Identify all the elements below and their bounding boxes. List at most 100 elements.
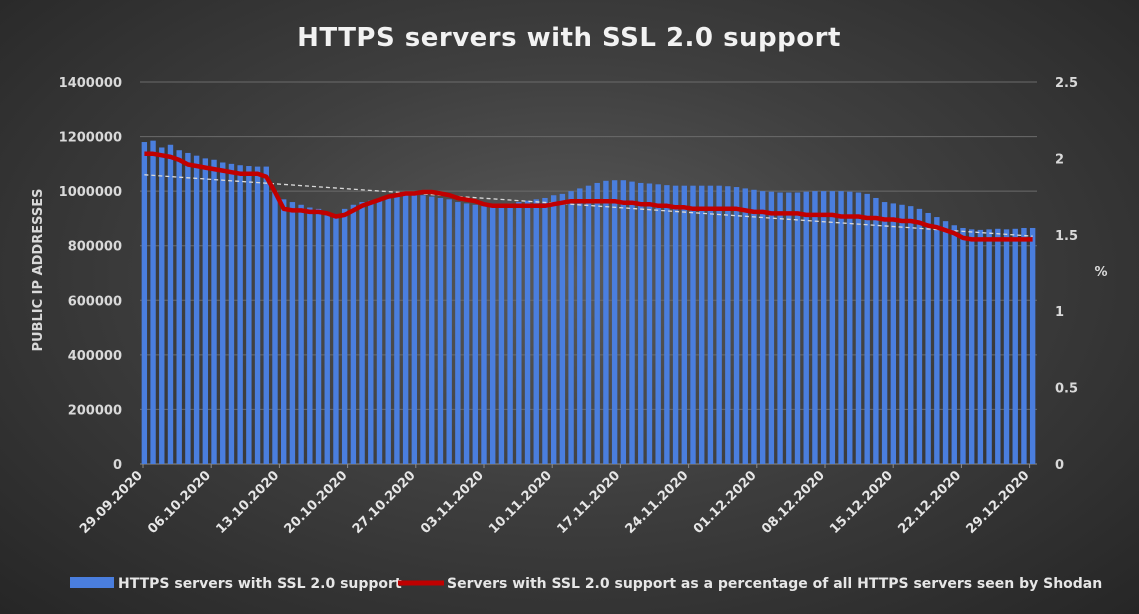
bar xyxy=(655,184,661,465)
y2-tick-label: 2.5 xyxy=(1055,76,1078,91)
bar xyxy=(446,199,452,465)
bar xyxy=(1012,228,1018,464)
bar xyxy=(211,159,217,464)
bar xyxy=(977,229,984,464)
bar xyxy=(925,212,931,464)
bar xyxy=(742,188,748,464)
y-tick-label: 1200000 xyxy=(59,131,122,146)
bar xyxy=(699,185,705,464)
bar xyxy=(246,166,252,465)
bar xyxy=(672,185,679,464)
bar xyxy=(350,204,357,465)
bar xyxy=(934,217,940,464)
bar xyxy=(324,212,330,464)
bar xyxy=(455,202,461,465)
chart-title: HTTPS servers with SSL 2.0 support xyxy=(297,23,841,53)
bar xyxy=(254,166,261,465)
bar xyxy=(638,182,644,464)
bar xyxy=(420,195,426,464)
bar xyxy=(681,185,687,464)
bar xyxy=(516,202,522,465)
bar xyxy=(585,185,592,464)
y2-tick-label: 2 xyxy=(1055,152,1064,167)
bar xyxy=(359,202,365,465)
bar xyxy=(995,228,1001,464)
bar xyxy=(498,204,505,465)
bar xyxy=(733,187,740,465)
bar xyxy=(725,186,731,464)
trend-line xyxy=(144,174,1033,237)
y2-tick-label: 1.5 xyxy=(1055,229,1078,244)
x-tick-label: 10.11.2020 xyxy=(486,468,555,537)
bar xyxy=(707,185,714,464)
bar xyxy=(690,185,696,464)
bar xyxy=(176,150,182,464)
x-axis: 29.09.2020 06.10.2020 13.10.2020 20.10.2020… xyxy=(77,464,1032,537)
bar xyxy=(829,191,836,464)
bar xyxy=(542,197,548,464)
bar xyxy=(855,192,862,464)
bar xyxy=(611,180,618,464)
x-tick-label: 15.12.2020 xyxy=(827,468,896,537)
bar xyxy=(786,192,792,464)
bar xyxy=(159,147,165,464)
bar xyxy=(986,229,992,464)
bar xyxy=(916,208,923,464)
bar xyxy=(951,225,957,464)
bar xyxy=(220,162,226,464)
bar xyxy=(402,195,409,464)
bar xyxy=(960,227,966,464)
bar xyxy=(385,197,391,464)
y2-tick-label: 0 xyxy=(1055,458,1064,473)
line-series xyxy=(144,151,1033,242)
bar xyxy=(394,196,400,464)
bar xyxy=(507,203,513,464)
bar xyxy=(646,183,653,464)
bar xyxy=(185,152,191,464)
bar xyxy=(167,144,174,464)
trend-line-path xyxy=(144,174,1033,237)
bar xyxy=(280,199,287,465)
x-tick-label: 24.11.2020 xyxy=(623,468,692,537)
y-axis-title: PUBLIC IP ADDRESSES xyxy=(31,189,46,352)
bar xyxy=(768,191,775,464)
bar xyxy=(1003,229,1010,464)
bar xyxy=(228,163,235,464)
bar xyxy=(150,140,156,464)
bar xyxy=(777,192,783,464)
bar xyxy=(368,200,374,464)
y-tick-label: 1000000 xyxy=(59,185,122,200)
percentage-line xyxy=(144,151,1033,242)
y-tick-label: 400000 xyxy=(68,349,122,364)
bar xyxy=(490,206,496,464)
legend-label-bars: HTTPS servers with SSL 2.0 support xyxy=(118,576,402,592)
bar xyxy=(968,229,975,464)
bar xyxy=(472,204,478,465)
x-tick-label: 17.11.2020 xyxy=(554,468,623,537)
y-tick-label: 0 xyxy=(113,458,122,473)
bar xyxy=(716,185,722,464)
bar xyxy=(629,181,635,465)
x-tick-label: 06.10.2020 xyxy=(145,468,214,537)
y2-axis-title: % xyxy=(1094,265,1107,280)
bar xyxy=(272,191,278,464)
legend-swatch-bars xyxy=(70,577,114,588)
bar xyxy=(664,185,670,464)
bar xyxy=(315,208,322,464)
bar xyxy=(838,191,844,464)
bar xyxy=(202,158,209,464)
bar xyxy=(289,202,296,465)
bar xyxy=(237,165,243,464)
bar xyxy=(603,180,609,464)
bar xyxy=(307,207,313,464)
x-tick-label: 27.10.2020 xyxy=(350,468,419,537)
bar xyxy=(263,166,269,465)
bar xyxy=(333,215,339,464)
bar xyxy=(411,195,418,464)
x-tick-label: 29.12.2020 xyxy=(964,468,1033,537)
bar xyxy=(524,200,531,464)
y2-tick-label: 0.5 xyxy=(1055,382,1078,397)
y-tick-label: 1400000 xyxy=(59,76,122,91)
bar xyxy=(594,182,600,464)
x-tick-label: 29.09.2020 xyxy=(77,468,146,537)
